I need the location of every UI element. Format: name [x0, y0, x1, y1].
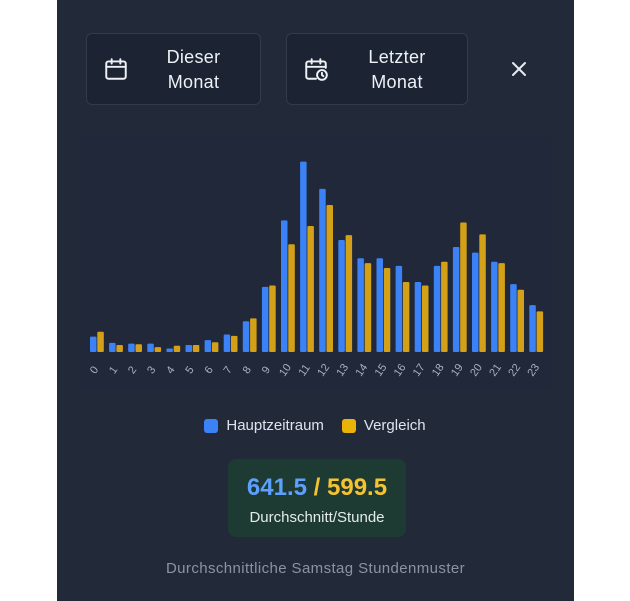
bar-compare-8[interactable]: [250, 318, 257, 352]
bar-primary-18[interactable]: [433, 265, 441, 352]
bar-compare-22[interactable]: [517, 289, 525, 352]
bar-compare-15[interactable]: [383, 268, 391, 352]
bar-primary-16[interactable]: [395, 265, 403, 352]
last-month-label-line1: Letzter: [368, 47, 426, 67]
bar-compare-12[interactable]: [326, 205, 334, 352]
x-tick-label: 5: [183, 364, 196, 376]
current-month-label-line2: Monat: [167, 72, 220, 92]
bar-primary-12[interactable]: [319, 188, 326, 352]
bar-primary-21[interactable]: [491, 261, 498, 352]
x-tick-label: 3: [145, 364, 158, 376]
legend-swatch-primary: [204, 419, 219, 433]
compare-average-value: 599.5: [327, 474, 388, 501]
close-icon[interactable]: [505, 55, 533, 83]
hourly-bar-chart: 0 1 2 3 4 5 6 7 8 9 10 11 12 13 14 15 16 17 18 19 20 21 22 23: [88, 161, 544, 379]
bar-primary-5[interactable]: [185, 345, 193, 352]
last-month-button[interactable]: Letzter Monat: [286, 33, 468, 105]
average-values: 641.5 / 599.5: [228, 473, 406, 503]
last-month-label-line2: Monat: [371, 72, 423, 92]
bar-primary-1[interactable]: [109, 342, 116, 352]
x-tick-label: 14: [354, 362, 371, 379]
x-tick-label: 19: [449, 362, 466, 379]
current-month-label: Dieser Monat: [133, 45, 254, 95]
x-tick-label: 9: [260, 364, 273, 376]
bar-primary-10[interactable]: [281, 220, 288, 352]
bar-primary-2[interactable]: [128, 343, 135, 352]
last-month-label: Letzter Monat: [333, 45, 461, 95]
legend-swatch-compare: [341, 419, 356, 433]
x-tick-label: 0: [88, 364, 101, 376]
x-tick-label: 4: [164, 364, 177, 376]
bar-compare-9[interactable]: [269, 285, 276, 353]
bar-primary-8[interactable]: [242, 321, 250, 352]
legend-label-compare: Vergleich: [363, 417, 426, 434]
bar-primary-7[interactable]: [223, 334, 231, 353]
average-label: Durchschnitt/Stunde: [249, 509, 385, 526]
bar-primary-23[interactable]: [529, 305, 536, 352]
chart-legend: Hauptzeitraum Vergleich: [0, 414, 630, 438]
bar-primary-17[interactable]: [414, 282, 422, 352]
bar-primary-0[interactable]: [90, 336, 97, 352]
average-stats-card: 641.5 / 599.5 Durchschnitt/Stunde: [228, 459, 406, 537]
x-tick-label: 2: [126, 364, 139, 376]
current-month-button[interactable]: Dieser Monat: [86, 33, 261, 105]
bar-compare-16[interactable]: [402, 282, 410, 352]
legend-item-primary[interactable]: Hauptzeitraum: [204, 414, 324, 438]
bar-primary-20[interactable]: [472, 252, 479, 352]
x-tick-label: 7: [222, 364, 235, 376]
bar-primary-14[interactable]: [357, 258, 364, 352]
hourly-chart: 0 1 2 3 4 5 6 7 8 9 10 11 12 13 14 15 16 17 18 19 20 21 22 23: [80, 136, 552, 390]
bar-compare-10[interactable]: [288, 244, 295, 352]
value-separator: /: [313, 474, 321, 501]
bar-primary-4[interactable]: [166, 348, 173, 353]
bar-primary-13[interactable]: [338, 240, 345, 352]
x-tick-label: 1: [107, 364, 120, 376]
x-tick-label: 20: [468, 362, 485, 379]
current-month-label-line1: Dieser: [166, 47, 221, 67]
bar-compare-11[interactable]: [307, 226, 314, 352]
x-tick-label: 22: [506, 362, 523, 379]
x-tick-label: 8: [241, 364, 254, 376]
legend-label-primary: Hauptzeitraum: [226, 417, 324, 434]
bar-compare-13[interactable]: [345, 235, 353, 352]
x-tick-label: 15: [373, 362, 390, 379]
bar-primary-11[interactable]: [300, 161, 307, 352]
bar-compare-3[interactable]: [154, 347, 162, 352]
x-tick-label: 18: [430, 362, 447, 379]
x-tick-label: 12: [315, 362, 332, 379]
bar-compare-18[interactable]: [441, 261, 448, 352]
x-tick-label: 13: [334, 362, 351, 379]
bar-compare-14[interactable]: [364, 263, 372, 352]
calendar-icon: [105, 58, 127, 80]
x-tick-label: 10: [277, 362, 294, 379]
bar-primary-6[interactable]: [204, 340, 212, 352]
chart-caption: Durchschnittliche Samstag Stundenmuster: [165, 560, 466, 577]
bar-compare-21[interactable]: [498, 263, 505, 352]
x-tick-label: 11: [296, 362, 312, 378]
bar-primary-9[interactable]: [261, 286, 269, 352]
legend-item-compare[interactable]: Vergleich: [341, 414, 426, 438]
x-tick-label: 23: [525, 362, 542, 379]
bar-compare-2[interactable]: [135, 344, 143, 352]
bar-compare-20[interactable]: [479, 234, 486, 352]
primary-average-value: 641.5: [246, 474, 307, 501]
x-tick-label: 17: [411, 362, 428, 379]
bar-compare-17[interactable]: [422, 285, 429, 353]
bar-primary-15[interactable]: [376, 258, 384, 352]
bar-compare-4[interactable]: [173, 345, 181, 352]
bar-compare-0[interactable]: [97, 331, 104, 352]
bar-primary-22[interactable]: [510, 284, 517, 352]
x-tick-label: 21: [487, 362, 504, 379]
x-tick-label: 6: [202, 364, 215, 376]
bar-compare-5[interactable]: [192, 345, 200, 352]
bar-compare-19[interactable]: [460, 222, 467, 353]
calendar-clock-icon: [305, 58, 328, 81]
x-tick-label: 16: [392, 362, 409, 379]
bar-compare-6[interactable]: [211, 342, 219, 352]
bar-compare-23[interactable]: [536, 311, 544, 352]
bar-primary-3[interactable]: [147, 343, 154, 352]
bar-compare-1[interactable]: [116, 345, 123, 352]
bar-compare-7[interactable]: [231, 335, 238, 352]
bar-primary-19[interactable]: [452, 247, 460, 352]
